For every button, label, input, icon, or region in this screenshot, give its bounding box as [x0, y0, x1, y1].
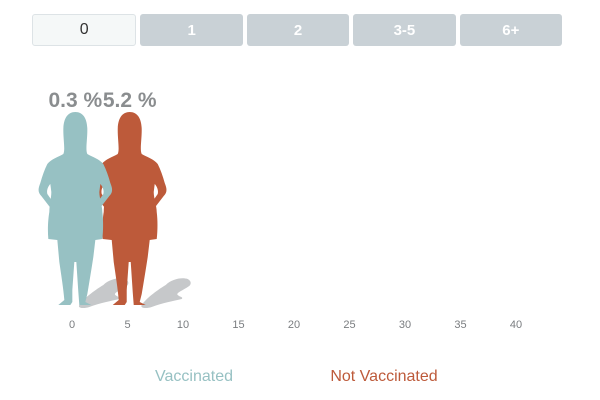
- age-tab-bar: 0 1 2 3-5 6+: [32, 14, 563, 46]
- percentage-figure-chart: 0.3 % 5.2 % 0 5 10 15 20 25 30 35 40: [38, 89, 522, 331]
- tab-3-5[interactable]: 3-5: [353, 14, 456, 46]
- x-tick-label-25: 25: [343, 319, 355, 331]
- vaccinated-percent-label: 0.3 %: [48, 89, 102, 112]
- not-vaccinated-percent-label: 5.2 %: [103, 89, 157, 112]
- x-tick-label-0: 0: [69, 319, 75, 331]
- vaccinated-figure-shadow: [78, 278, 129, 309]
- tab-1[interactable]: 1: [140, 14, 243, 46]
- not-vaccinated-figure-shadow: [141, 278, 191, 309]
- x-tick-label-10: 10: [177, 319, 189, 331]
- x-tick-label-15: 15: [232, 319, 244, 331]
- x-tick-label-5: 5: [124, 319, 130, 331]
- x-tick-label-35: 35: [454, 319, 466, 331]
- x-tick-label-40: 40: [510, 319, 522, 331]
- x-tick-label-30: 30: [399, 319, 411, 331]
- tab-0[interactable]: 0: [32, 14, 137, 46]
- vaccinated-figure: [38, 112, 113, 305]
- chart-legend: Vaccinated Not Vaccinated: [0, 368, 600, 392]
- not-vaccinated-figure-shadow-shape: [141, 278, 191, 309]
- tab-6-plus[interactable]: 6+: [459, 14, 563, 46]
- vaccinated-figure-shadow-shape: [78, 278, 129, 309]
- legend-vaccinated: Vaccinated: [155, 368, 233, 385]
- not-vaccinated-figure: [92, 112, 167, 305]
- legend-not-vaccinated: Not Vaccinated: [330, 368, 438, 385]
- tab-2[interactable]: 2: [246, 14, 350, 46]
- x-tick-label-20: 20: [288, 319, 300, 331]
